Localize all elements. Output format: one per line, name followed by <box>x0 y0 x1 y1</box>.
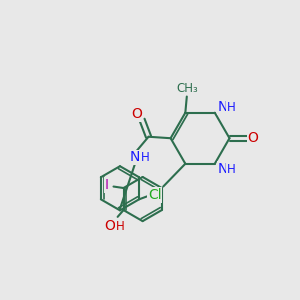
Text: N: N <box>218 100 228 114</box>
Text: CH₃: CH₃ <box>176 82 198 95</box>
Text: O: O <box>131 107 142 122</box>
Text: H: H <box>227 163 236 176</box>
Text: N: N <box>218 162 228 176</box>
Text: N: N <box>130 150 140 164</box>
Text: H: H <box>227 101 236 114</box>
Text: I: I <box>105 178 109 192</box>
Text: H: H <box>141 151 149 164</box>
Text: O: O <box>104 219 116 233</box>
Text: Cl: Cl <box>148 188 161 202</box>
Text: O: O <box>248 131 259 145</box>
Text: H: H <box>116 220 124 233</box>
